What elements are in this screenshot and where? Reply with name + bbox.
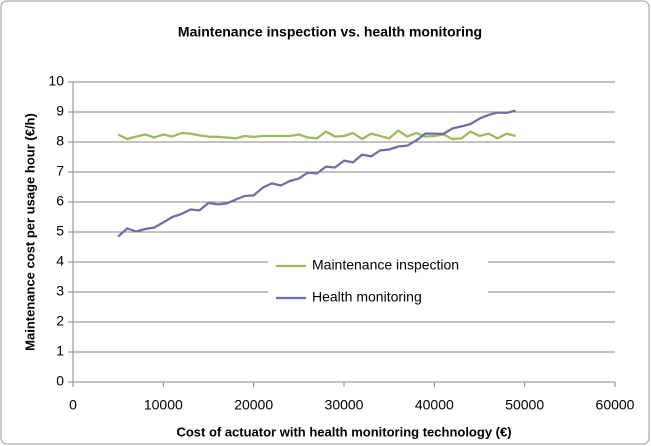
legend-label: Maintenance inspection bbox=[312, 257, 459, 273]
y-tick-label: 10 bbox=[48, 73, 64, 89]
legend-box bbox=[268, 250, 488, 314]
y-tick-label: 2 bbox=[56, 313, 64, 329]
y-tick-label: 8 bbox=[56, 133, 64, 149]
legend-label: Health monitoring bbox=[312, 289, 422, 305]
x-tick-label: 40000 bbox=[415, 397, 454, 413]
x-tick-label: 10000 bbox=[144, 397, 183, 413]
y-tick-label: 7 bbox=[56, 163, 64, 179]
chart-title: Maintenance inspection vs. health monito… bbox=[178, 24, 482, 40]
x-tick-label: 50000 bbox=[505, 397, 544, 413]
y-tick-label: 6 bbox=[56, 193, 64, 209]
y-tick-label: 4 bbox=[56, 253, 64, 269]
y-tick-label: 5 bbox=[56, 223, 64, 239]
y-tick-label: 1 bbox=[56, 343, 64, 359]
x-axis-label: Cost of actuator with health monitoring … bbox=[176, 424, 511, 439]
y-axis-label: Maintenance cost per usage hour (€/h) bbox=[22, 113, 37, 351]
series-line bbox=[117, 129, 516, 141]
x-tick-label: 30000 bbox=[325, 397, 364, 413]
y-tick-label: 9 bbox=[56, 103, 64, 119]
y-tick-label: 3 bbox=[56, 283, 64, 299]
y-tick-label: 0 bbox=[56, 373, 64, 389]
x-tick-label: 20000 bbox=[234, 397, 273, 413]
series-line bbox=[117, 109, 516, 238]
x-tick-label: 0 bbox=[69, 397, 77, 413]
x-tick-label: 60000 bbox=[596, 397, 635, 413]
